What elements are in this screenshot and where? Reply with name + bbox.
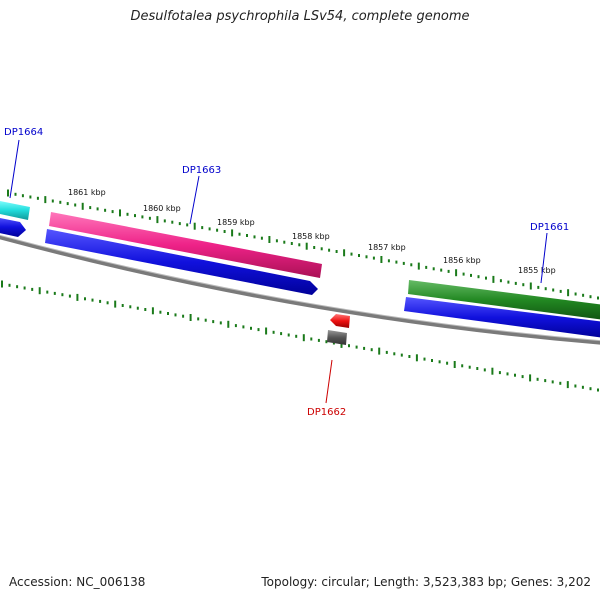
gene-dp1664-cds[interactable] [0,217,26,237]
map-title: Desulfotalea psychrophila LSv54, complet… [130,9,470,24]
gene-label-dp1661[interactable]: DP1661 [530,222,569,233]
kbp-label-1858: 1858 kbp [292,232,330,241]
genome-summary-label: Topology: circular; Length: 3,523,383 bp… [261,575,591,589]
inner-scale-ticks [1,280,599,392]
leader-line-dp1663 [189,175,200,225]
gene-dp1661-cds[interactable] [404,297,600,338]
gene-dp1664-feature[interactable] [0,200,30,220]
gene-dp1663-feature[interactable] [49,212,322,278]
kbp-label-1859: 1859 kbp [217,218,255,227]
leader-line-dp1661 [540,232,548,284]
kbp-label-1856: 1856 kbp [443,256,481,265]
gene-dp1662-cds[interactable] [327,330,347,345]
gene-dp1661-feature[interactable] [408,280,600,320]
leader-line-dp1662 [325,359,333,404]
outer-scale-ticks [7,189,599,300]
gene-dp1662-feature[interactable] [330,314,350,328]
leader-line-dp1664 [9,139,20,199]
gene-dp1663-cds[interactable] [45,229,318,295]
accession-label: Accession: NC_006138 [9,575,146,589]
gene-label-dp1664[interactable]: DP1664 [4,127,43,138]
kbp-label-1860: 1860 kbp [143,204,181,213]
genome-backbone-highlight [0,234,600,342]
kbp-label-1855: 1855 kbp [518,266,556,275]
genome-backbone [0,235,600,345]
kbp-label-1857: 1857 kbp [368,243,406,252]
gene-label-dp1663[interactable]: DP1663 [182,165,221,176]
gene-label-dp1662[interactable]: DP1662 [307,407,346,418]
kbp-label-1861: 1861 kbp [68,188,106,197]
